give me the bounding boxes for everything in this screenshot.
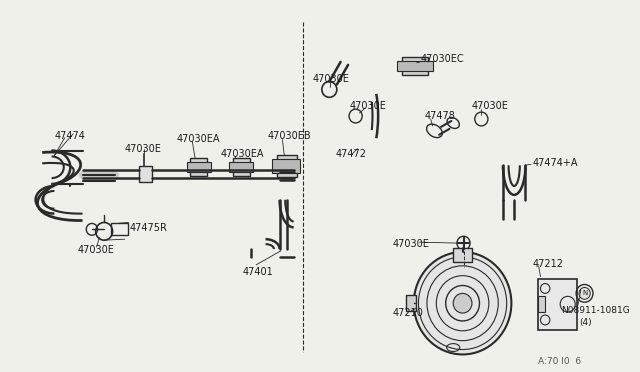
Text: 47474+A: 47474+A (533, 158, 579, 169)
Circle shape (414, 252, 511, 355)
Text: 47401: 47401 (242, 267, 273, 277)
Circle shape (453, 294, 472, 313)
Text: 47475R: 47475R (129, 224, 167, 234)
Bar (272, 160, 300, 173)
Text: 47478: 47478 (425, 111, 456, 121)
Bar (233, 158, 250, 176)
Bar (406, 295, 415, 311)
Text: 47030EA: 47030EA (177, 134, 220, 144)
Text: 47472: 47472 (336, 148, 367, 158)
Text: A:70 I0  6: A:70 I0 6 (538, 357, 580, 366)
Bar (187, 162, 211, 172)
Text: 47210: 47210 (392, 308, 423, 318)
Bar (191, 158, 207, 176)
Bar (397, 61, 433, 71)
Bar (538, 279, 577, 330)
Text: 47030EB: 47030EB (268, 131, 311, 141)
Bar (401, 57, 428, 75)
Text: 47030E: 47030E (472, 101, 509, 111)
Text: (4): (4) (579, 318, 591, 327)
Bar (111, 224, 127, 235)
Text: 47030EA: 47030EA (221, 148, 264, 158)
Bar (276, 155, 298, 177)
Text: 47030E: 47030E (392, 239, 429, 249)
Text: 47030E: 47030E (78, 245, 115, 255)
Text: 47030E: 47030E (312, 74, 349, 84)
Bar (538, 296, 545, 312)
Bar (229, 162, 253, 172)
Text: 47212: 47212 (533, 259, 564, 269)
Text: 47030E: 47030E (350, 101, 387, 111)
Text: 47030E: 47030E (125, 144, 162, 154)
Text: N08911-1081G: N08911-1081G (561, 306, 630, 315)
Bar (139, 166, 152, 182)
Text: N: N (582, 291, 588, 296)
Circle shape (579, 288, 590, 299)
Bar (453, 248, 472, 262)
Text: 47474: 47474 (54, 131, 85, 141)
Text: 47030EC: 47030EC (420, 54, 464, 64)
